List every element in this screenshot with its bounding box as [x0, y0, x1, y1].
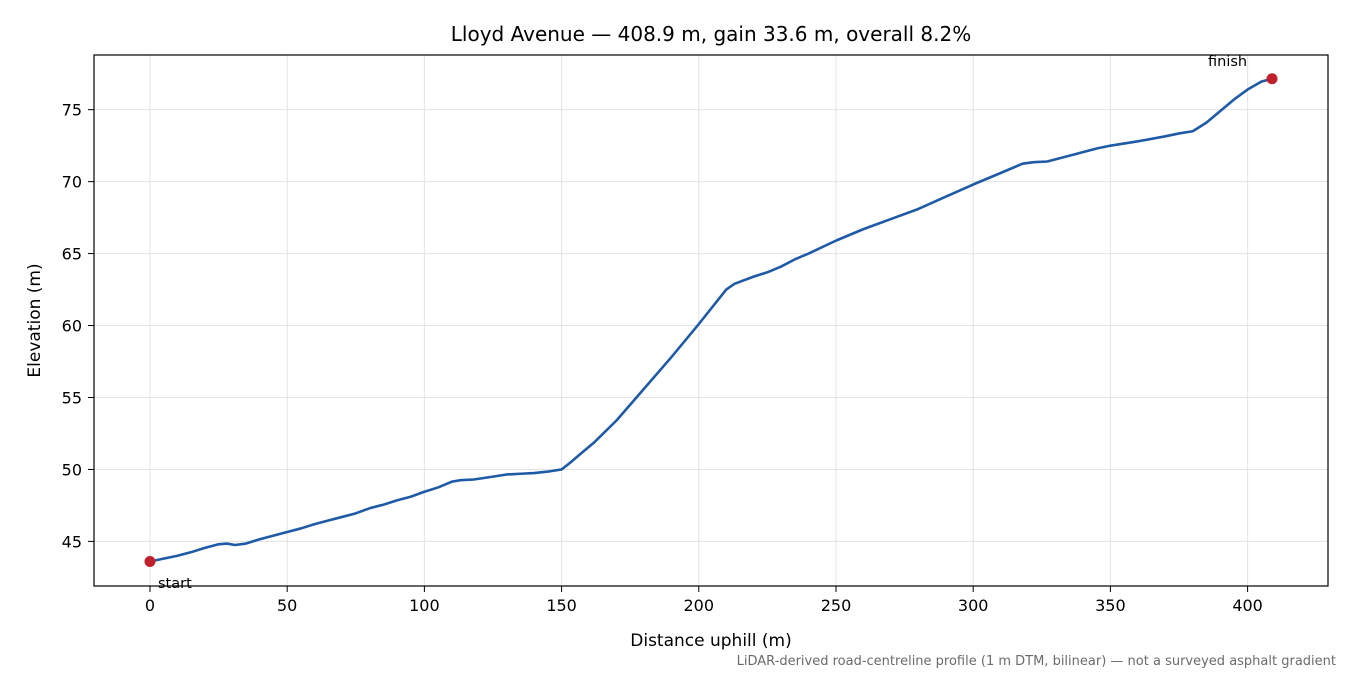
finish-annotation: finish	[1208, 54, 1247, 70]
grid	[94, 55, 1328, 586]
markers	[144, 73, 1278, 568]
y-tick-label: 65	[62, 245, 82, 264]
x-tick-label: 50	[277, 596, 297, 615]
y-tick-label: 55	[62, 388, 82, 407]
y-tick-label: 75	[62, 101, 82, 120]
x-tick-label: 150	[546, 596, 577, 615]
y-tick-label: 45	[62, 532, 82, 551]
y-axis-label: Elevation (m)	[25, 263, 45, 377]
x-tick-label: 200	[684, 596, 715, 615]
x-axis-label: Distance uphill (m)	[630, 631, 791, 651]
start-annotation: start	[158, 576, 192, 592]
y-tick-label: 60	[62, 317, 82, 336]
chart-title: Lloyd Avenue — 408.9 m, gain 33.6 m, ove…	[451, 22, 971, 46]
x-tick-label: 250	[821, 596, 852, 615]
axis-ticks: 0 50 100 150 200 250 300 350 400 45 50 55 60 65 70 75	[62, 101, 1263, 615]
plot-frame	[93, 54, 1329, 587]
footnote: LiDAR-derived road-centreline profile (1…	[737, 654, 1336, 669]
plot-area	[148, 77, 1274, 563]
y-tick-label: 50	[62, 460, 82, 479]
x-tick-label: 0	[145, 596, 155, 615]
x-tick-label: 400	[1232, 596, 1263, 615]
x-tick-label: 350	[1095, 596, 1126, 615]
y-tick-label: 70	[62, 173, 82, 192]
x-tick-label: 300	[958, 596, 989, 615]
elevation-profile-line	[148, 77, 1274, 563]
finish-marker	[1266, 73, 1278, 85]
x-tick-label: 100	[409, 596, 440, 615]
start-marker	[144, 556, 156, 568]
